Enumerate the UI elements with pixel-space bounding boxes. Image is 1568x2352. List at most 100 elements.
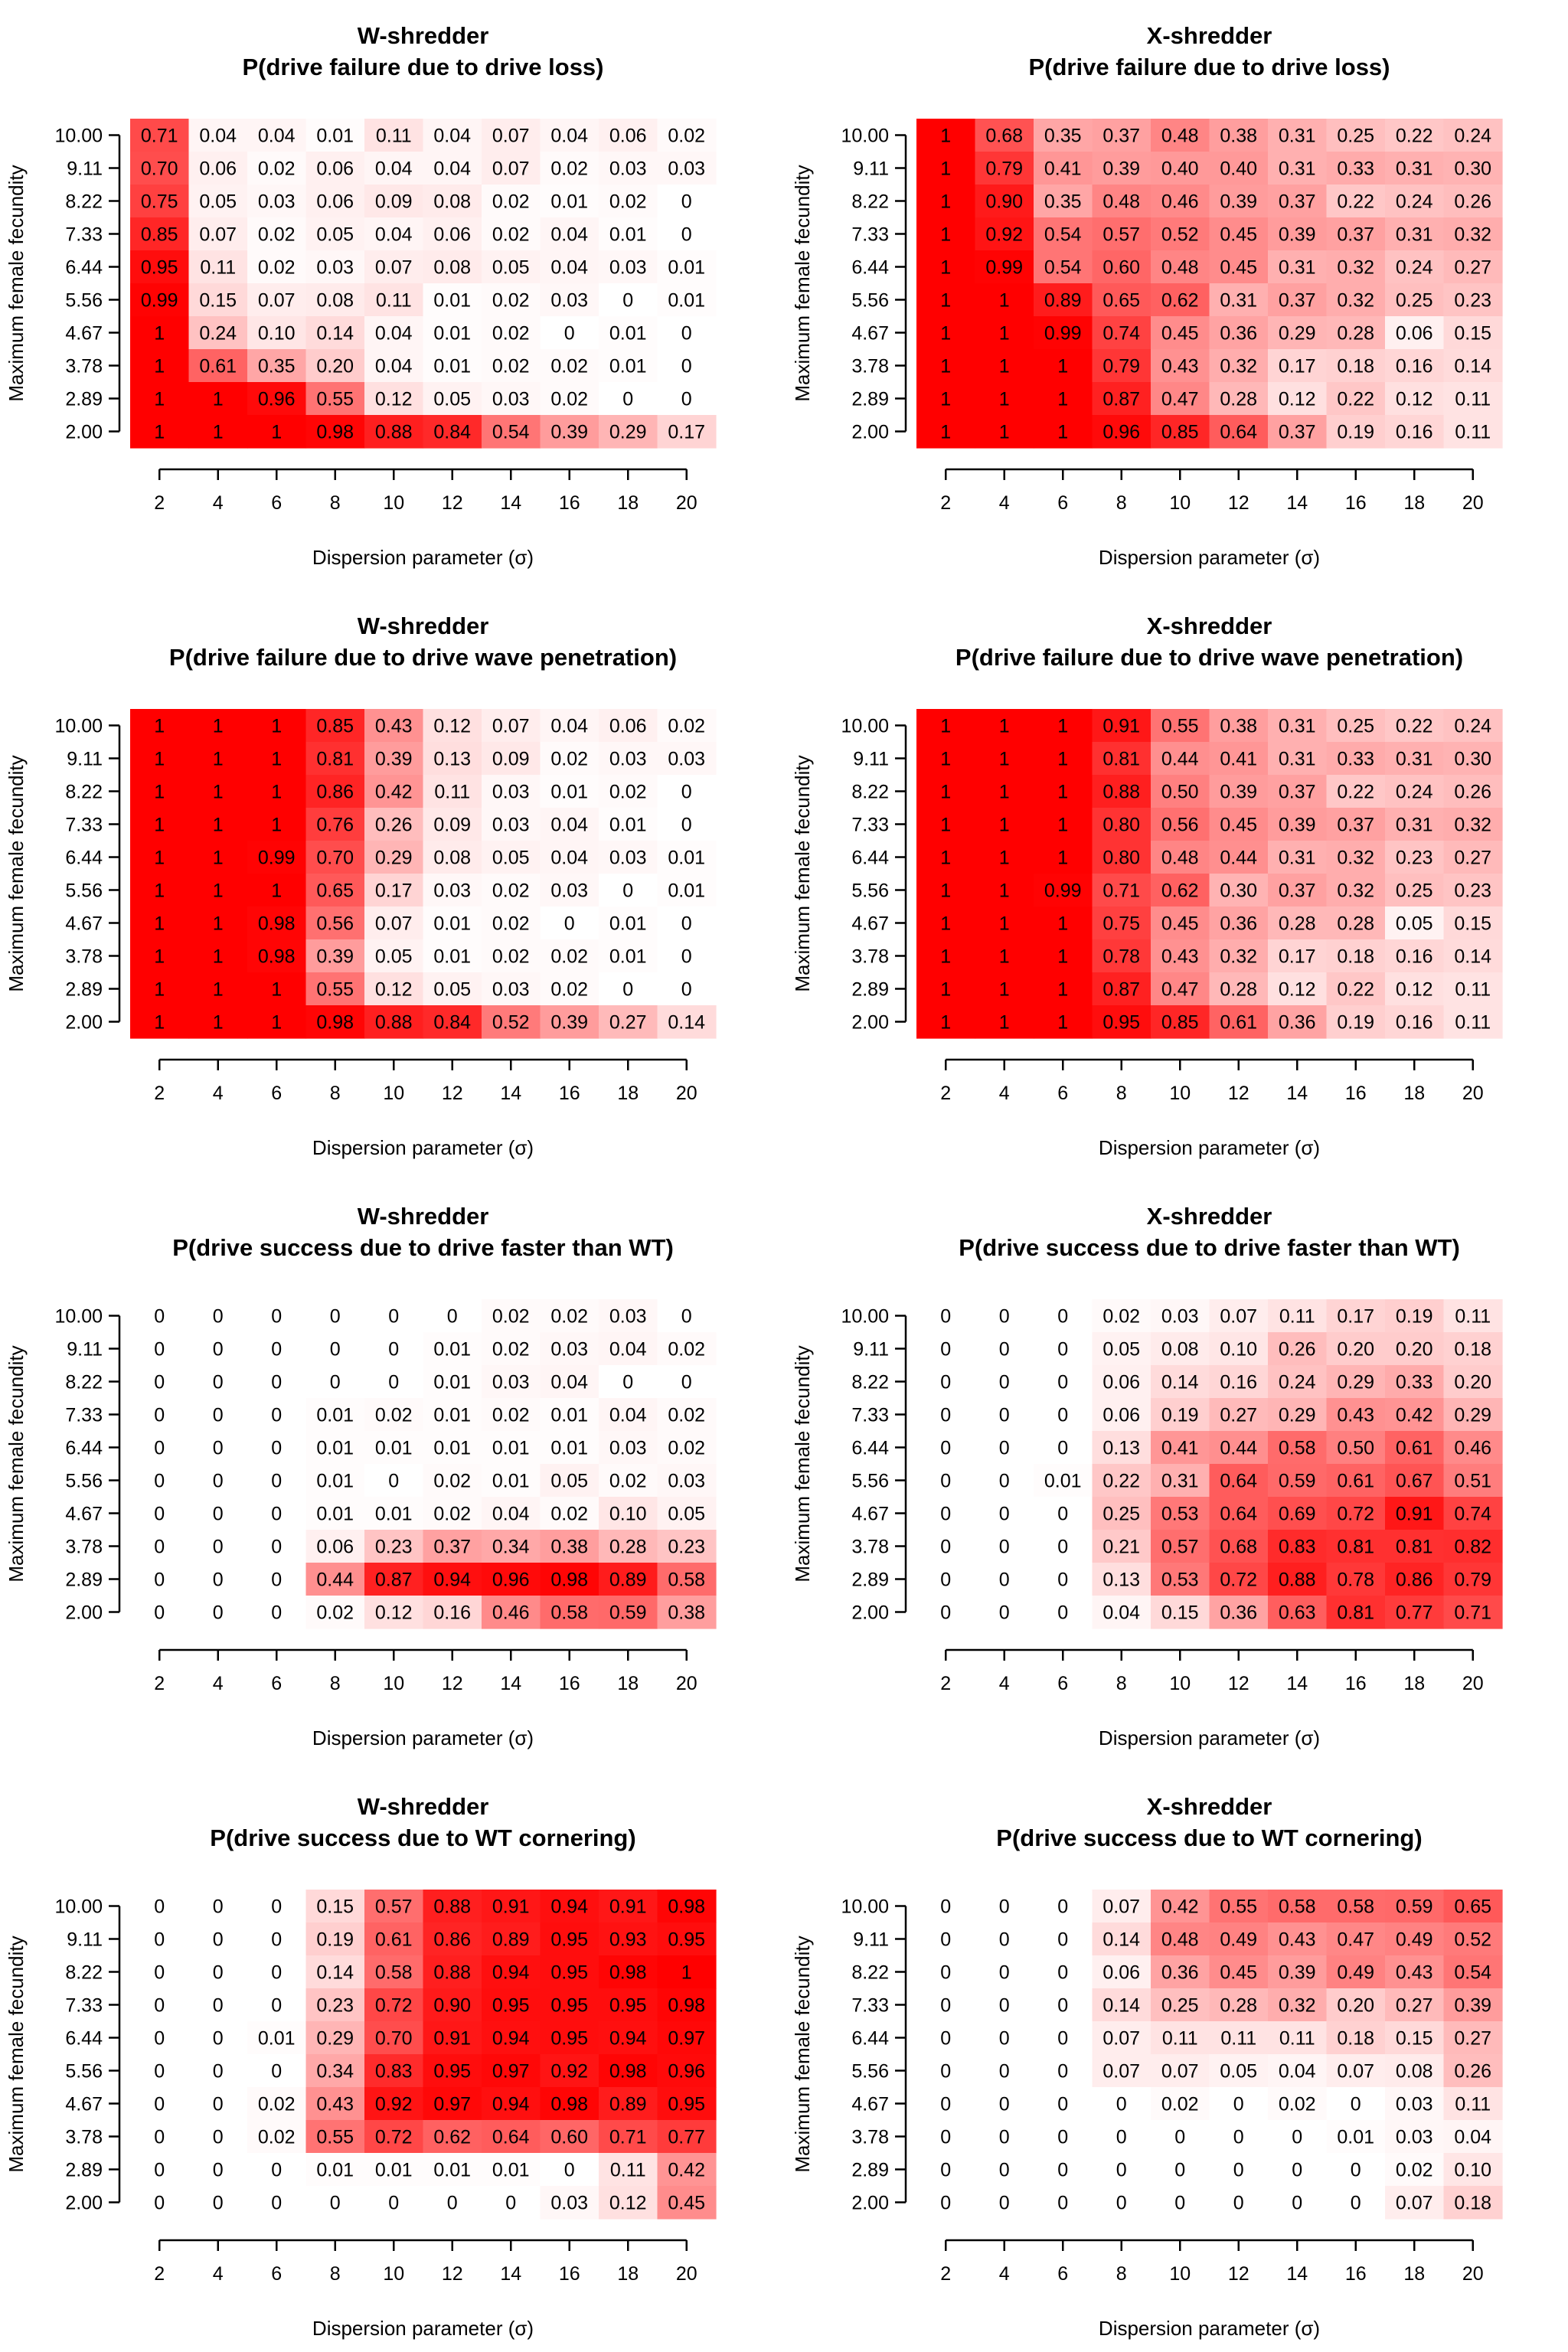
cell-value-label: 0.24 bbox=[1279, 1372, 1316, 1393]
cell-value-label: 0.05 bbox=[433, 389, 471, 410]
heatmap-cell bbox=[1268, 382, 1328, 416]
cell-value-label: 0.94 bbox=[492, 1962, 530, 1984]
cell-value-label: 0.38 bbox=[668, 1602, 705, 1624]
y-tick-label: 3.78 bbox=[851, 946, 889, 968]
y-tick-label: 6.44 bbox=[851, 2028, 889, 2050]
heatmap-cell bbox=[1443, 874, 1503, 907]
y-axis-label: Maximum female fecundity bbox=[5, 1345, 28, 1582]
heatmap-cell bbox=[1151, 1005, 1210, 1039]
heatmap-cell bbox=[130, 1497, 190, 1530]
x-axis-label: Dispersion parameter (σ) bbox=[312, 2317, 534, 2340]
y-tick-label: 10.00 bbox=[54, 1896, 103, 1918]
cell-value-label: 0.15 bbox=[316, 1896, 354, 1918]
heatmap-cell bbox=[1268, 709, 1328, 743]
heatmap-cell bbox=[1151, 972, 1210, 1006]
cell-value-label: 0.02 bbox=[550, 389, 588, 410]
cell-value-label: 0.33 bbox=[1337, 158, 1374, 180]
cell-value-label: 0 bbox=[999, 1896, 1010, 1918]
heatmap-cell bbox=[1092, 2186, 1152, 2220]
cell-value-label: 0.62 bbox=[433, 2127, 471, 2148]
cell-value-label: 0 bbox=[505, 2193, 516, 2214]
cell-value-label: 0.11 bbox=[1220, 2028, 1256, 2050]
cell-value-label: 0.04 bbox=[433, 158, 471, 180]
heatmap-cell bbox=[188, 972, 248, 1006]
cell-value-label: 0.95 bbox=[668, 2094, 705, 2115]
heatmap-cell bbox=[1268, 349, 1328, 383]
cell-value-label: 0.06 bbox=[1102, 1372, 1140, 1393]
cell-value-label: 0 bbox=[1057, 2094, 1068, 2115]
heatmap-cell bbox=[188, 1398, 248, 1432]
heatmap-cell bbox=[1092, 1332, 1152, 1366]
heatmap-cell bbox=[1326, 2054, 1386, 2088]
heatmap-cell bbox=[130, 2021, 190, 2055]
heatmap-cell bbox=[916, 152, 976, 185]
heatmap-cell bbox=[1151, 1398, 1210, 1432]
heatmap-cell bbox=[599, 1563, 658, 1596]
heatmap-cell bbox=[657, 1431, 717, 1465]
cell-value-label: 0.02 bbox=[550, 1504, 588, 1525]
heatmap-cell bbox=[657, 1955, 717, 1989]
heatmap-cell bbox=[1268, 1596, 1328, 1629]
cell-value-label: 0.22 bbox=[1337, 389, 1374, 410]
heatmap-cell bbox=[423, 1464, 482, 1498]
cell-value-label: 0.71 bbox=[1102, 880, 1140, 902]
heatmap-cell bbox=[423, 808, 482, 841]
heatmap-cell bbox=[364, 841, 424, 874]
heatmap-cell bbox=[364, 1890, 424, 1923]
heatmap-cell bbox=[423, 1398, 482, 1432]
heatmap-cell bbox=[247, 349, 307, 383]
cell-value-label: 0.24 bbox=[1454, 716, 1491, 737]
heatmap-cell bbox=[364, 1922, 424, 1956]
heatmap-cell bbox=[1326, 2120, 1386, 2154]
cell-value-label: 1 bbox=[940, 224, 951, 246]
cell-value-label: 0.45 bbox=[1161, 913, 1199, 935]
cell-value-label: 0.01 bbox=[375, 1438, 413, 1459]
cell-value-label: 0.98 bbox=[550, 1570, 588, 1591]
heatmap-cell bbox=[657, 742, 717, 776]
cell-value-label: 0.16 bbox=[1396, 946, 1433, 968]
cell-value-label: 0.01 bbox=[609, 323, 647, 345]
x-axis-label: Dispersion parameter (σ) bbox=[312, 1136, 534, 1159]
heatmap-cell bbox=[188, 1563, 248, 1596]
cell-value-label: 0.88 bbox=[1279, 1570, 1316, 1591]
cell-value-label: 0 bbox=[213, 2028, 224, 2050]
heatmap-cell bbox=[1209, 906, 1269, 940]
heatmap-cell bbox=[1385, 841, 1445, 874]
heatmap-cell bbox=[975, 906, 1034, 940]
heatmap-cell bbox=[188, 874, 248, 907]
cell-value-label: 1 bbox=[213, 880, 224, 902]
cell-value-label: 0.02 bbox=[492, 1339, 530, 1361]
x-tick-label: 4 bbox=[999, 492, 1010, 514]
cell-value-label: 0.06 bbox=[316, 191, 354, 213]
cell-value-label: 0 bbox=[564, 323, 575, 345]
cell-value-label: 0 bbox=[940, 2160, 951, 2181]
cell-value-label: 0 bbox=[154, 1471, 165, 1492]
heatmap-cell bbox=[1443, 250, 1503, 284]
y-tick-label: 6.44 bbox=[851, 257, 889, 279]
cell-value-label: 1 bbox=[154, 323, 165, 345]
heatmap-cell bbox=[1443, 1464, 1503, 1498]
heatmap-cell bbox=[247, 1299, 307, 1333]
heatmap-cell bbox=[975, 1988, 1034, 2022]
cell-value-label: 0.01 bbox=[316, 2160, 354, 2181]
heatmap-cell bbox=[1034, 841, 1093, 874]
heatmap-cell bbox=[657, 841, 717, 874]
heatmap-cell bbox=[1326, 1890, 1386, 1923]
cell-value-label: 1 bbox=[271, 979, 282, 1001]
heatmap-cell bbox=[1151, 152, 1210, 185]
cell-value-label: 0.38 bbox=[550, 1537, 588, 1558]
heatmap-cell bbox=[657, 874, 717, 907]
heatmap-cell bbox=[1034, 1299, 1093, 1333]
heatmap-cell bbox=[540, 906, 599, 940]
cell-value-label: 0 bbox=[388, 1339, 399, 1361]
heatmap-cell bbox=[1092, 1530, 1152, 1563]
heatmap-cell bbox=[130, 1332, 190, 1366]
x-axis-label: Dispersion parameter (σ) bbox=[312, 546, 534, 569]
cell-value-label: 0 bbox=[388, 1372, 399, 1393]
cell-value-label: 0.95 bbox=[609, 1995, 647, 2017]
x-tick-label: 20 bbox=[676, 1673, 697, 1694]
cell-value-label: 0.07 bbox=[375, 913, 413, 935]
heatmap-cell bbox=[1151, 1332, 1210, 1366]
cell-value-label: 0.22 bbox=[1102, 1471, 1140, 1492]
heatmap-cell bbox=[305, 1431, 365, 1465]
